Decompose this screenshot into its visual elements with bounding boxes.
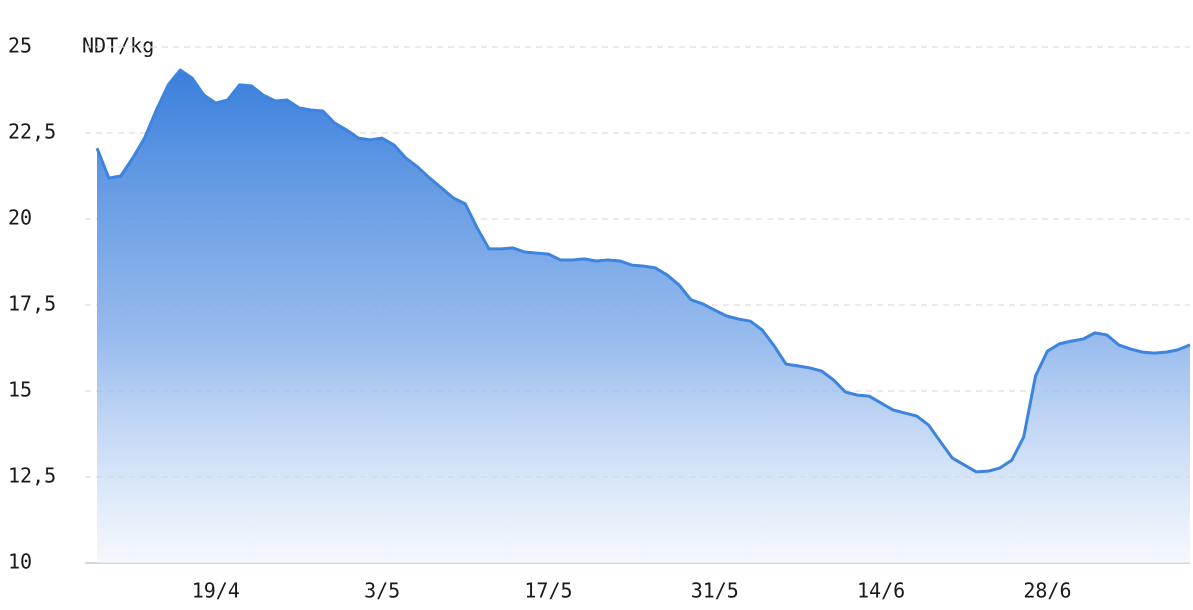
y-tick-label: 25: [8, 34, 32, 58]
area-line: [95, 68, 1191, 474]
x-tick-label: 31/5: [691, 579, 739, 603]
x-tick-label: 17/5: [524, 579, 572, 603]
x-tick-label: 19/4: [192, 579, 240, 603]
y-tick-label: 20: [8, 206, 32, 230]
y-tick-label: 10: [8, 550, 32, 574]
y-tick-label: 12,5: [8, 464, 56, 488]
x-tick-label: 14/6: [857, 579, 905, 603]
area-fill: [97, 70, 1190, 564]
x-tick-label: 3/5: [364, 579, 400, 603]
y-axis-unit: NDT/kg: [82, 34, 154, 58]
x-tick-label: 28/6: [1023, 579, 1071, 603]
y-tick-label: 15: [8, 378, 32, 402]
y-tick-label: 22,5: [8, 120, 56, 144]
y-tick-label: 17,5: [8, 292, 56, 316]
